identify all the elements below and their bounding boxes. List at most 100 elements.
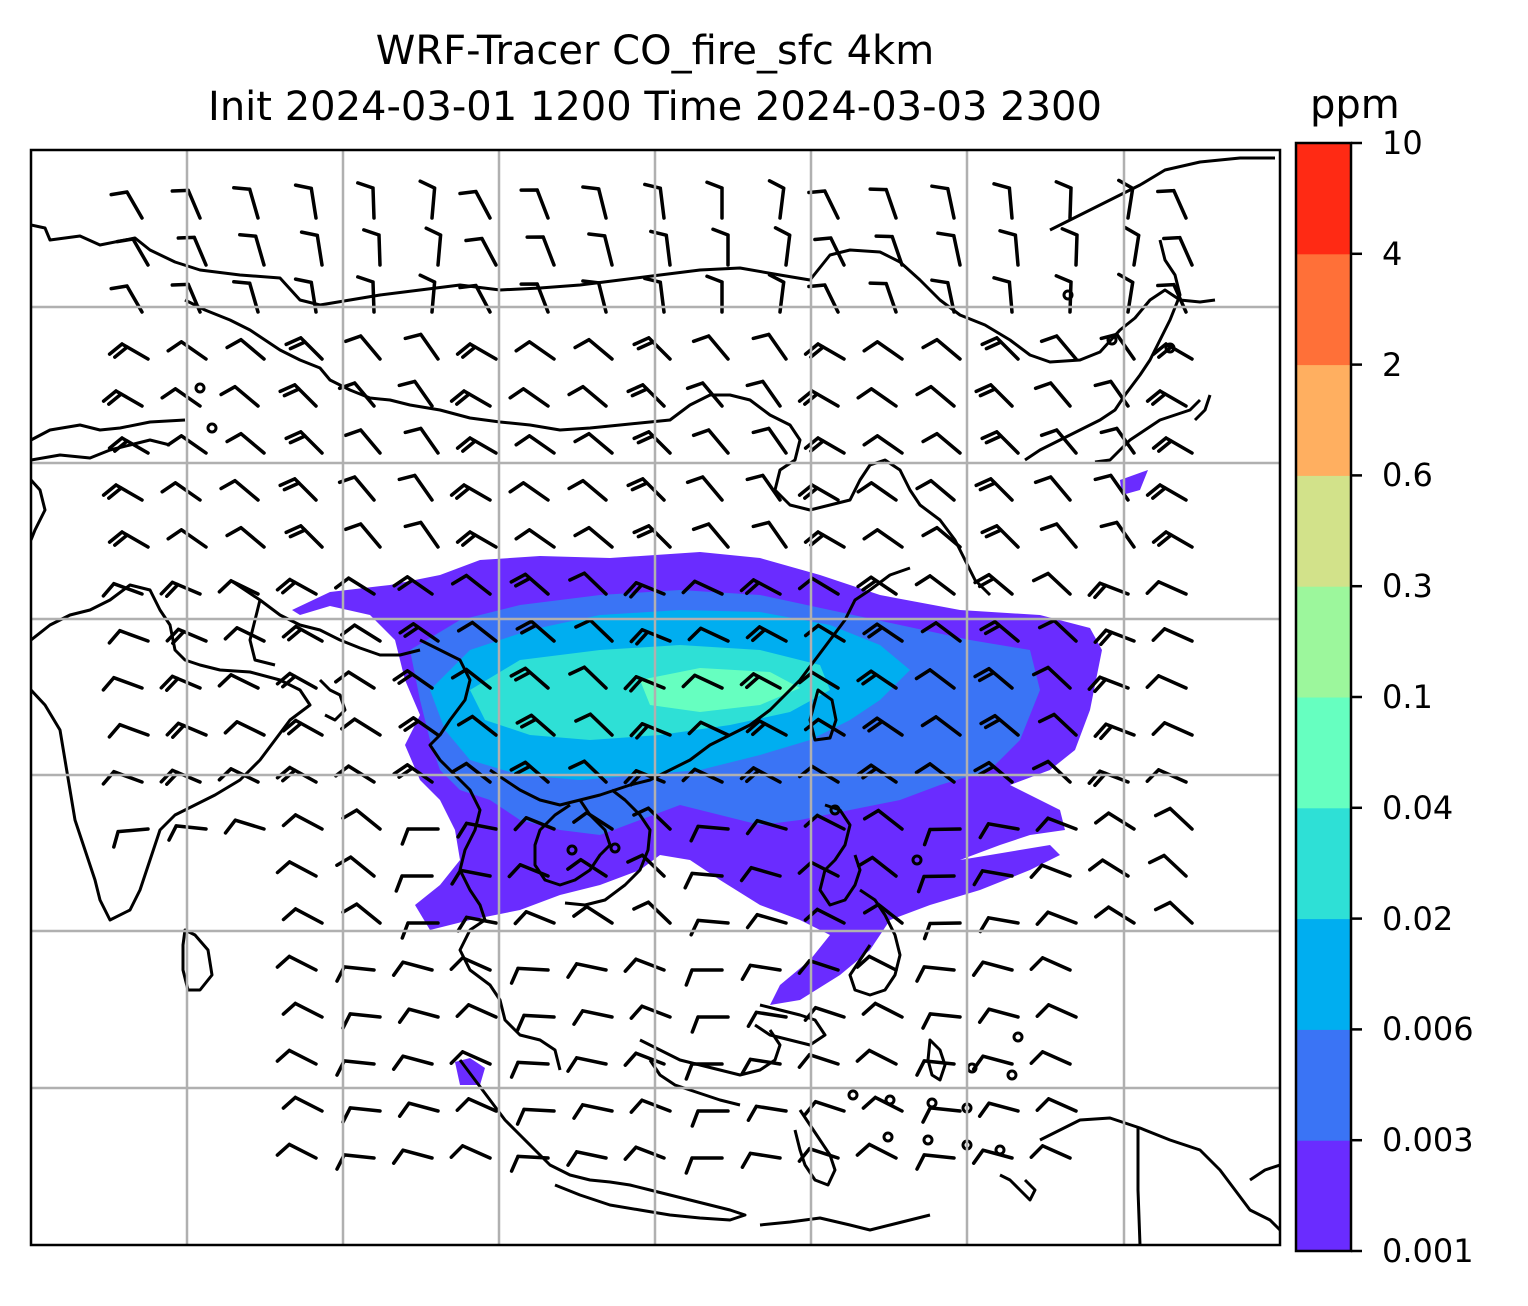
wind-barb	[623, 675, 666, 693]
wind-barb	[403, 332, 440, 361]
wind-barb	[690, 1015, 730, 1034]
wind-barb	[745, 912, 788, 930]
wind-barb	[862, 622, 904, 643]
wind-barb	[343, 334, 382, 361]
wind-barb	[278, 383, 318, 408]
wind-barb	[914, 574, 956, 596]
wind-barb	[1099, 520, 1136, 549]
wind-barb	[632, 900, 672, 925]
wind-barb	[922, 827, 962, 847]
wind-barb	[449, 1050, 492, 1066]
colorbar-tick-label: 10	[1382, 124, 1423, 162]
wind-barb	[112, 827, 150, 849]
wind-barb	[711, 227, 730, 267]
map-frame	[29, 148, 1282, 1247]
wind-barb	[920, 715, 962, 737]
wind-barb	[573, 525, 614, 549]
wind-barb	[920, 621, 962, 643]
wind-barb	[691, 334, 730, 361]
wind-barb	[101, 675, 144, 692]
wind-barb	[973, 760, 1014, 784]
wind-barb	[921, 431, 962, 455]
wind-barb	[751, 332, 788, 361]
wind-barb	[107, 530, 150, 549]
wind-barb	[914, 668, 956, 690]
wind-barb	[930, 184, 956, 220]
wind-barb	[515, 1013, 556, 1032]
wind-barb	[915, 478, 956, 502]
wind-barb	[509, 572, 550, 596]
wind-barb	[107, 436, 150, 455]
wind-barb	[281, 813, 324, 831]
colorbar-segment	[1296, 586, 1351, 698]
wind-barb	[797, 1052, 840, 1069]
wind-barb	[574, 712, 614, 737]
wind-barb	[1029, 956, 1072, 972]
wind-barb	[219, 384, 260, 408]
wind-barb	[1029, 1144, 1072, 1160]
wind-barb	[745, 625, 788, 643]
wind-barb	[797, 1146, 840, 1163]
wind-barb	[1093, 722, 1136, 741]
wind-barb	[745, 473, 782, 502]
wind-barb	[915, 384, 956, 408]
wind-barb	[238, 233, 266, 267]
wind-barb	[343, 522, 382, 549]
wind-barb	[915, 1153, 956, 1171]
wind-barb	[973, 666, 1014, 690]
wind-barb	[685, 475, 724, 502]
colorbar-tick-label: 0.006	[1382, 1010, 1474, 1049]
wind-barb	[115, 237, 150, 267]
wind-barb	[855, 1142, 898, 1160]
wind-barb	[626, 477, 666, 502]
wind-barb	[397, 379, 434, 408]
wind-barb	[739, 865, 782, 883]
map-area	[31, 150, 1280, 1245]
wind-barb	[166, 434, 208, 455]
wind-barb	[418, 179, 437, 220]
wind-barb	[455, 530, 498, 549]
wind-barb	[513, 910, 556, 926]
wind-barb	[998, 229, 1020, 267]
wind-barb	[567, 384, 608, 408]
wind-barb	[450, 573, 492, 596]
wind-barb	[684, 968, 724, 987]
wind-barb	[979, 713, 1020, 737]
wind-barb	[1099, 332, 1136, 361]
wind-barb	[362, 228, 382, 267]
wind-barb	[101, 483, 144, 502]
wind-barb	[515, 1107, 556, 1126]
colorbar-segment	[1296, 364, 1351, 476]
wind-barb	[705, 180, 724, 220]
wind-barb	[861, 1001, 904, 1019]
wind-barb	[1037, 618, 1078, 643]
wind-barb	[626, 853, 666, 878]
wind-barb	[217, 673, 260, 690]
wind-barb	[394, 874, 434, 893]
wind-barb	[1039, 522, 1078, 549]
gridlines	[31, 150, 1280, 1245]
wind-barb	[978, 822, 1020, 840]
wind-barb	[397, 1007, 440, 1024]
colorbar-segment	[1296, 697, 1351, 809]
colorbar-segment	[1296, 475, 1351, 587]
wind-barb	[1151, 436, 1194, 455]
wind-barb	[684, 1062, 724, 1081]
wind-barb	[572, 1103, 614, 1120]
wind-barb	[392, 669, 434, 690]
wind-barb	[916, 874, 956, 894]
wind-barb	[455, 1003, 498, 1019]
wind-barb	[856, 763, 898, 784]
wind-barb	[691, 522, 730, 549]
wind-barb	[284, 430, 324, 455]
wind-barb	[767, 179, 786, 220]
wind-barb	[572, 1009, 614, 1026]
wind-barb	[1031, 571, 1072, 596]
wind-barb	[225, 525, 266, 549]
wind-barb	[739, 578, 782, 596]
wind-barb	[623, 957, 666, 973]
wind-barb	[936, 231, 962, 267]
wind-barb	[450, 868, 492, 886]
colorbar-segment	[1296, 253, 1351, 366]
